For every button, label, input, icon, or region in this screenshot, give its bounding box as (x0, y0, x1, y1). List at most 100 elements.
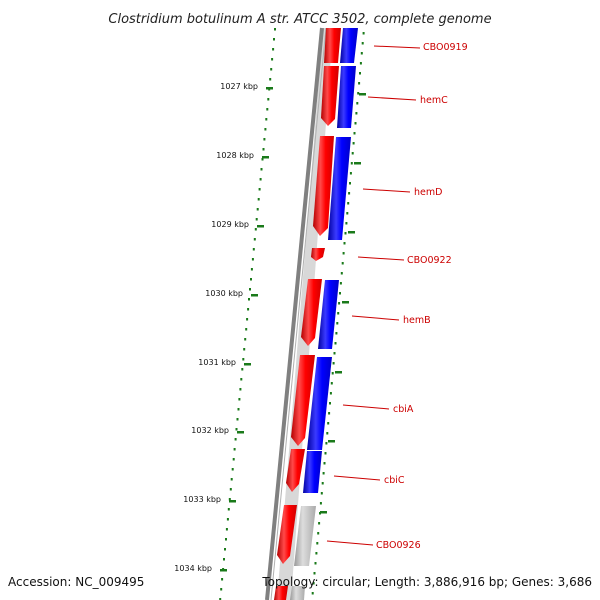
ruler-dot (236, 418, 239, 421)
cds-track-red (274, 28, 341, 600)
ruler-dot (261, 158, 264, 161)
ruler-dot (349, 182, 351, 185)
ruler-dot (334, 342, 337, 345)
ruler-major-tick (262, 156, 269, 159)
ruler-dot (318, 522, 321, 525)
ruler-dot (339, 282, 342, 285)
ruler-dot (335, 332, 338, 335)
ruler-dot (254, 228, 257, 231)
ruler-dot (228, 498, 231, 501)
gene-label-hemc[interactable]: hemC (420, 95, 448, 106)
feature-cbo0919[interactable] (340, 28, 358, 63)
ruler-dot (248, 298, 250, 301)
gene-label-cbo0926[interactable]: CBO0926 (376, 540, 421, 551)
feature-hemb[interactable] (318, 280, 339, 349)
feature-next-grey[interactable] (290, 586, 305, 600)
ruler-dot (240, 378, 243, 381)
ruler-dot (245, 328, 248, 331)
gene-cds-hemc[interactable] (321, 66, 339, 126)
ruler-dot (238, 398, 241, 401)
gene-cds-cbo0926[interactable] (277, 505, 297, 564)
leader-line (333, 475, 381, 481)
ruler-dot (351, 152, 354, 155)
gene-cds-cbic[interactable] (286, 449, 305, 492)
ruler-dot (259, 178, 262, 181)
accession-text: Accession: NC_009495 (8, 575, 144, 589)
ruler-dot (220, 588, 223, 591)
ruler-dot (224, 548, 226, 551)
ruler-dot (313, 572, 316, 575)
ruler-dot (273, 38, 275, 41)
ruler-dot (326, 432, 329, 435)
kbp-label: 1034 kbp (174, 564, 212, 573)
feature-cbo0926-grey[interactable] (294, 506, 316, 566)
gene-label-cbia[interactable]: cbiA (393, 404, 414, 415)
gene-label-hemb[interactable]: hemB (403, 315, 431, 326)
kbp-label: 1027 kbp (220, 82, 258, 91)
ruler-dot (330, 382, 333, 385)
ruler-dot (250, 268, 253, 271)
ruler-dot (336, 322, 339, 325)
kbp-label: 1032 kbp (191, 426, 229, 435)
ruler-dot (344, 232, 347, 235)
ruler-dot (272, 48, 275, 51)
ruler-dot (327, 422, 330, 425)
ruler-dot (350, 162, 353, 165)
ruler-dot (229, 488, 232, 491)
ruler-major-tick (251, 294, 258, 297)
ruler-dot (250, 278, 252, 281)
ruler-dot (341, 262, 344, 265)
gene-label-hemd[interactable]: hemD (414, 187, 442, 198)
ruler-dot (360, 52, 363, 55)
feature-hemd[interactable] (328, 137, 351, 240)
ruler-dot (266, 108, 269, 111)
kbp-label: 1030 kbp (205, 289, 243, 298)
ruler-dot (312, 582, 315, 585)
ruler-major-tick (359, 93, 366, 96)
gene-label-cbo0922[interactable]: CBO0922 (407, 255, 452, 266)
gene-cds-cbo0919[interactable] (324, 28, 341, 63)
gene-cds-next[interactable] (274, 586, 288, 600)
gene-label-cbo0919[interactable]: CBO0919 (423, 42, 468, 53)
gene-cds-cbo0922[interactable] (311, 248, 325, 261)
ruler-dot (347, 202, 350, 205)
ruler-dot (337, 312, 340, 315)
gene-cds-hemd[interactable] (313, 136, 334, 236)
ruler-dot (359, 72, 361, 75)
leader-line (362, 188, 411, 193)
ruler-dot (241, 368, 244, 371)
leader-line (373, 45, 421, 49)
ruler-dot (333, 352, 336, 355)
ruler-dot (359, 62, 362, 65)
gene-cds-cbia[interactable] (291, 355, 315, 446)
ruler-dot (348, 192, 351, 195)
ruler-dot (234, 438, 237, 441)
gene-labels: CBO0919 hemC hemD CBO0922 hemB cbiA cbiC… (326, 42, 468, 551)
leader-line (367, 96, 417, 101)
ruler-dot (322, 472, 325, 475)
ruler-dots (219, 28, 365, 600)
gene-cds-hemb[interactable] (301, 279, 322, 346)
feature-cbia[interactable] (307, 357, 332, 450)
ruler-dot (265, 118, 268, 121)
ruler-dot (225, 528, 228, 531)
feature-cbic[interactable] (303, 451, 322, 493)
gene-label-cbic[interactable]: cbiC (384, 475, 405, 486)
ruler-dot (311, 592, 314, 595)
ruler-major-tick (237, 431, 244, 434)
ruler-dot (242, 358, 245, 361)
ruler-dot (329, 402, 331, 405)
ruler-dot (231, 468, 234, 471)
ruler-dot (239, 388, 242, 391)
ruler-dot (343, 242, 346, 245)
feature-hemc[interactable] (337, 66, 356, 128)
ruler-dot (314, 562, 317, 565)
ruler-dot (328, 412, 331, 415)
ruler-major-tick (328, 440, 335, 443)
ruler-dot (356, 102, 359, 105)
ruler-dot (352, 142, 355, 145)
ruler-dot (340, 272, 343, 275)
ruler-dot (269, 78, 272, 81)
ruler-dot (262, 148, 265, 151)
